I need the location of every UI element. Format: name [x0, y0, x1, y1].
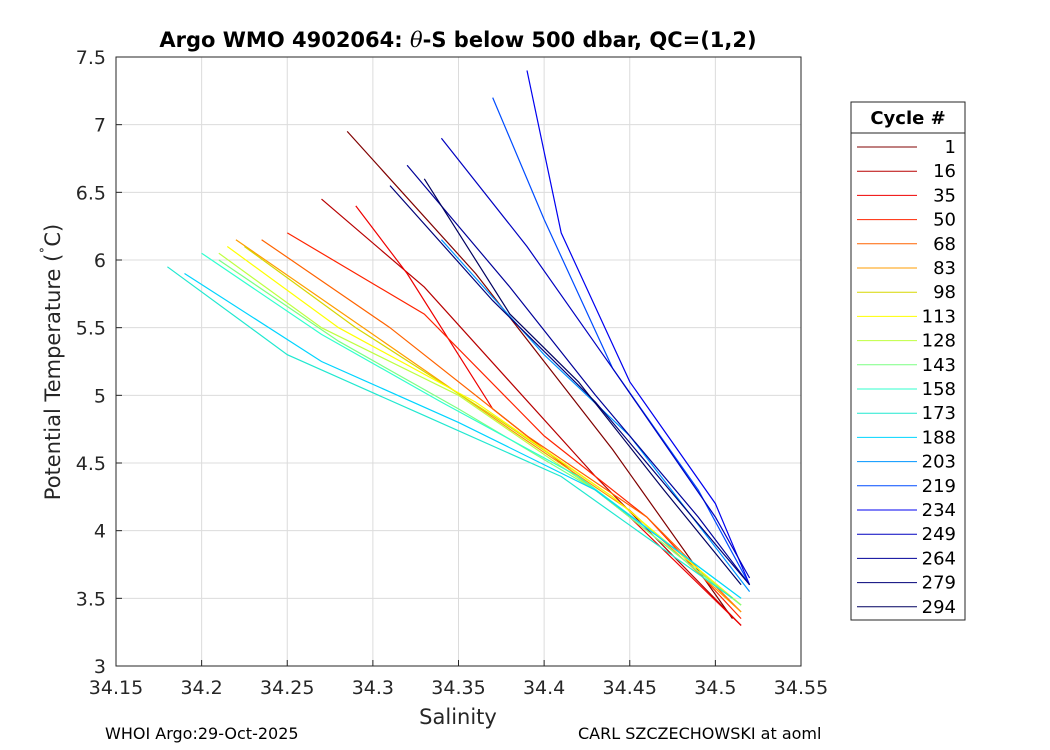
series-line-cycle-249 — [440, 137, 751, 579]
chart-title: Argo WMO 4902064: θ-S below 500 dbar, QC… — [159, 28, 756, 52]
axis-ticks: 34.15 34.2 34.25 34.3 34.35 34.4 34.45 34.5 34.5… — [76, 47, 828, 699]
legend-label-cycle-264: 264 — [922, 548, 956, 569]
legend-label-cycle-219: 219 — [922, 476, 956, 497]
legend-box — [850, 101, 966, 621]
y-tick-label: 7.5 — [76, 47, 106, 69]
series-line-cycle-1 — [346, 130, 733, 619]
legend-label-cycle-98: 98 — [933, 282, 956, 303]
series-line-cycle-188 — [184, 272, 742, 599]
x-axis-title: Salinity — [419, 705, 497, 729]
y-axis-title: Potential Temperature (˚C) — [39, 224, 65, 500]
x-tick-label: 34.45 — [603, 677, 657, 699]
series-line-cycle-173 — [167, 266, 733, 599]
legend-label-cycle-1: 1 — [945, 137, 956, 158]
chart-title-theta: θ — [410, 28, 423, 52]
legend-label-cycle-128: 128 — [922, 331, 956, 352]
footer-right: CARL SZCZECHOWSKI at aoml — [578, 724, 822, 743]
legend-label-cycle-234: 234 — [922, 500, 956, 521]
series-line-cycle-113 — [226, 246, 742, 606]
legend-label-cycle-35: 35 — [933, 185, 956, 206]
legend-label-cycle-50: 50 — [933, 210, 956, 231]
y-tick-label: 5 — [94, 385, 106, 407]
x-tick-label: 34.3 — [352, 677, 394, 699]
legend-label-cycle-158: 158 — [922, 379, 956, 400]
series-line-cycle-68 — [261, 239, 742, 613]
legend-label-cycle-68: 68 — [933, 234, 956, 255]
legend-label-cycle-83: 83 — [933, 258, 956, 279]
y-tick-label: 6.5 — [76, 182, 106, 204]
x-tick-label: 34.15 — [89, 677, 143, 699]
x-tick-label: 34.55 — [774, 677, 828, 699]
legend-label-cycle-279: 279 — [922, 573, 956, 594]
y-tick-label: 5.5 — [76, 318, 106, 340]
legend-label-cycle-16: 16 — [933, 161, 956, 182]
y-axis-title-suffix: C) — [41, 224, 65, 247]
chart-title-prefix: Argo WMO 4902064: — [159, 28, 410, 52]
series-line-cycle-264 — [406, 164, 751, 586]
y-tick-label: 3 — [94, 656, 106, 678]
legend-label-cycle-249: 249 — [922, 524, 956, 545]
y-tick-label: 6 — [94, 250, 106, 272]
legend: Cycle # 1 16 35 50 68 83 98 113 128 143 158 173 188 2… — [850, 101, 966, 621]
x-tick-label: 34.4 — [523, 677, 565, 699]
chart-title-suffix: -S below 500 dbar, QC=(1,2) — [423, 28, 757, 52]
legend-label-cycle-173: 173 — [922, 403, 956, 424]
legend-label-cycle-188: 188 — [922, 427, 956, 448]
series-line-cycle-143 — [218, 259, 742, 606]
legend-label-cycle-113: 113 — [922, 306, 956, 327]
y-tick-label: 3.5 — [76, 588, 106, 610]
legend-label-cycle-203: 203 — [922, 452, 956, 473]
x-tick-label: 34.5 — [694, 677, 736, 699]
series-line-cycle-234 — [526, 70, 751, 586]
y-tick-label: 4.5 — [76, 453, 106, 475]
x-tick-label: 34.2 — [180, 677, 222, 699]
footer-left: WHOI Argo:29-Oct-2025 — [105, 724, 299, 743]
x-tick-label: 34.25 — [260, 677, 314, 699]
y-tick-label: 4 — [94, 521, 106, 543]
y-axis-title-degree: ˚ — [39, 247, 56, 254]
x-tick-label: 34.35 — [431, 677, 485, 699]
legend-title: Cycle # — [870, 108, 945, 129]
legend-label-cycle-143: 143 — [922, 355, 956, 376]
y-tick-label: 7 — [94, 115, 106, 137]
y-axis-title-prefix: Potential Temperature ( — [41, 254, 65, 501]
series-line-cycle-279 — [389, 185, 751, 586]
legend-items: 1 16 35 50 68 83 98 113 128 143 158 173 188 203 219 234… — [857, 137, 956, 618]
series-lines — [167, 70, 751, 626]
series-line-cycle-83 — [235, 239, 742, 613]
series-line-cycle-294 — [423, 178, 742, 586]
legend-label-cycle-294: 294 — [922, 597, 956, 618]
